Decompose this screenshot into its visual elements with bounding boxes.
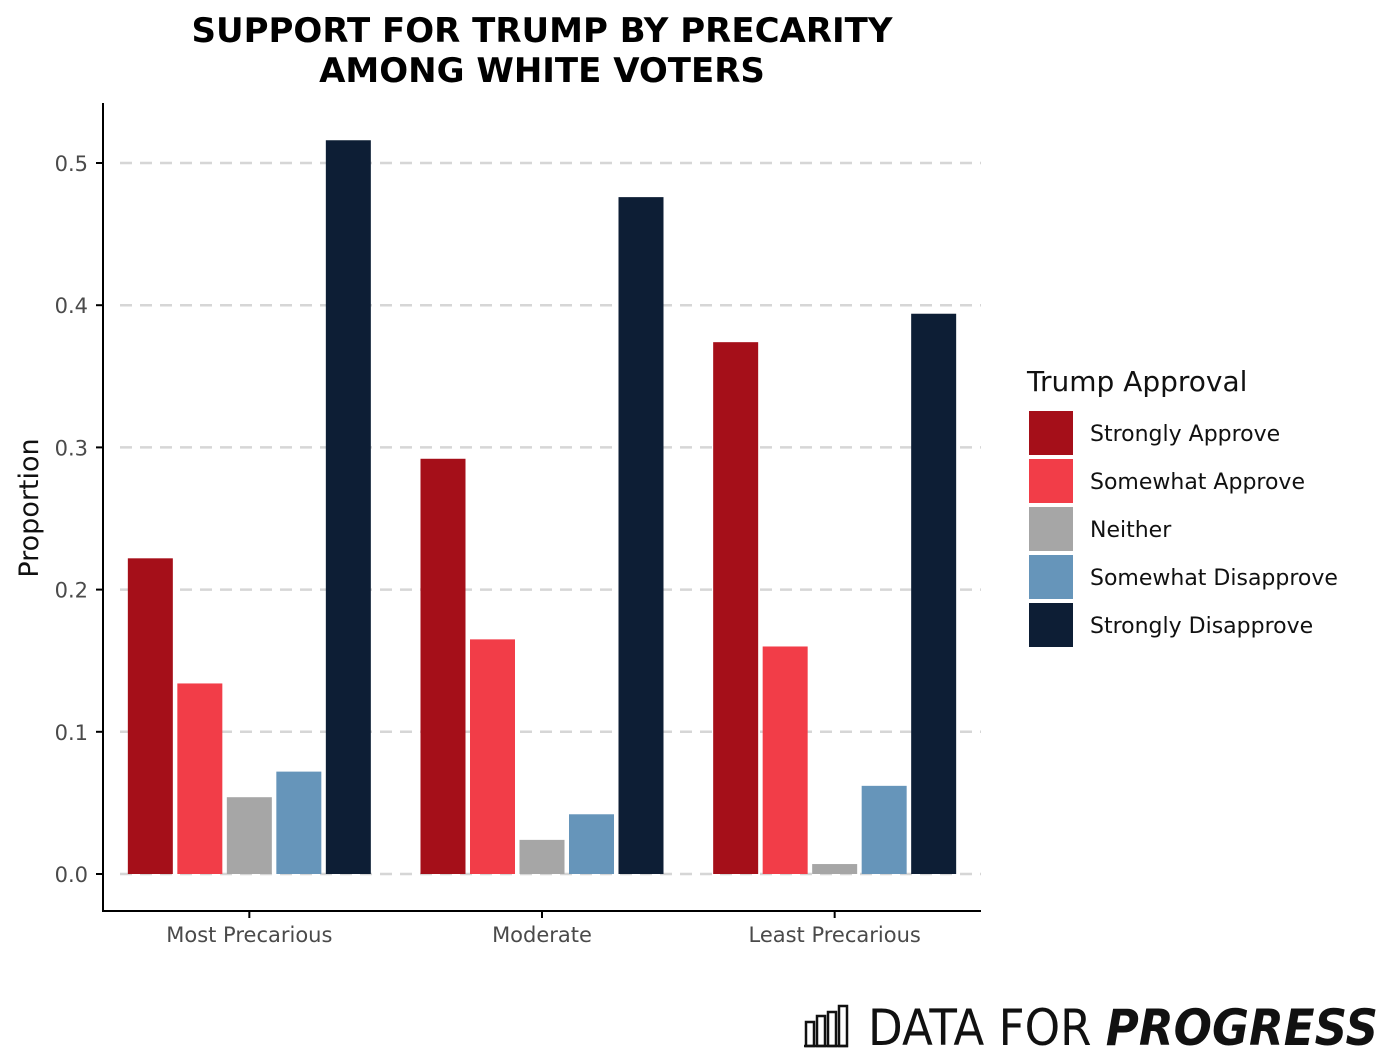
x-tick-label: Most Precarious xyxy=(166,923,332,947)
brand-prefix: DATA FOR xyxy=(868,999,1106,1053)
y-tick-label: 0.3 xyxy=(55,436,88,460)
bar-chart-logo-icon xyxy=(804,1004,849,1048)
legend-label: Strongly Approve xyxy=(1090,422,1280,447)
bar-strongly-disapprove xyxy=(911,313,957,874)
legend-swatch xyxy=(1029,507,1073,551)
brand-suffix: PROGRESS xyxy=(1106,999,1378,1053)
bar-strongly-disapprove xyxy=(618,197,664,875)
x-ticks: Most Precarious Moderate Least Precarious xyxy=(166,911,921,947)
bar-strongly-approve xyxy=(420,458,466,874)
bar-somewhat-approve xyxy=(470,639,515,874)
legend-title: Trump Approval xyxy=(1026,365,1247,398)
bar-neither xyxy=(812,864,858,874)
legend-swatch xyxy=(1029,459,1073,503)
y-tick-label: 0.0 xyxy=(55,863,88,887)
brand-wordmark: DATA FOR PROGRESS xyxy=(868,999,1378,1053)
bar-strongly-disapprove xyxy=(325,140,371,875)
gridlines xyxy=(120,161,981,876)
chart-title-line-1: SUPPORT FOR TRUMP BY PRECARITY xyxy=(192,11,893,51)
legend-label: Somewhat Disapprove xyxy=(1090,566,1338,591)
legend-label: Somewhat Approve xyxy=(1090,470,1305,495)
y-tick-label: 0.5 xyxy=(55,152,88,176)
y-ticks: 0.0 0.1 0.2 0.3 0.4 0.5 xyxy=(55,152,103,887)
y-axis-title: Proportion xyxy=(14,438,45,577)
legend: Strongly Approve Somewhat Approve Neither S… xyxy=(1029,411,1338,647)
y-tick-label: 0.2 xyxy=(55,579,88,603)
x-tick-label: Least Precarious xyxy=(748,923,920,947)
legend-swatch xyxy=(1029,603,1073,647)
legend-label: Strongly Disapprove xyxy=(1090,614,1313,639)
legend-swatch xyxy=(1029,411,1073,455)
legend-label: Neither xyxy=(1090,518,1172,543)
y-tick-label: 0.4 xyxy=(55,294,88,318)
bar-neither xyxy=(519,839,565,874)
legend-swatch xyxy=(1029,555,1073,599)
bar-neither xyxy=(226,797,272,874)
bar-strongly-approve xyxy=(713,342,759,874)
bar-somewhat-disapprove xyxy=(861,785,907,874)
bar-somewhat-approve xyxy=(762,646,808,874)
bar-somewhat-disapprove xyxy=(569,814,614,874)
chart-title-line-2: AMONG WHITE VOTERS xyxy=(319,51,765,91)
bar-somewhat-approve xyxy=(177,683,223,874)
bar-strongly-approve xyxy=(127,558,173,874)
bar-somewhat-disapprove xyxy=(276,771,322,874)
x-tick-label: Moderate xyxy=(492,923,592,947)
y-tick-label: 0.1 xyxy=(55,721,88,745)
bars xyxy=(127,140,957,875)
